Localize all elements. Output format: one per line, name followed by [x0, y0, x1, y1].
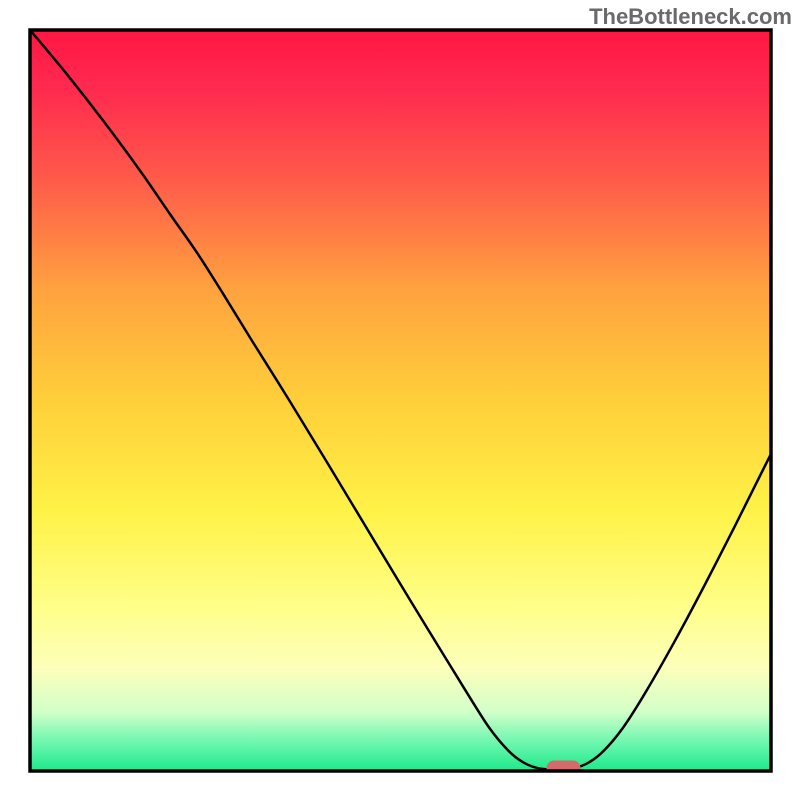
watermark-text: TheBottleneck.com [589, 4, 792, 30]
optimal-marker [547, 761, 581, 776]
chart-svg [0, 0, 800, 800]
gradient-background [30, 30, 771, 771]
bottleneck-chart: TheBottleneck.com [0, 0, 800, 800]
